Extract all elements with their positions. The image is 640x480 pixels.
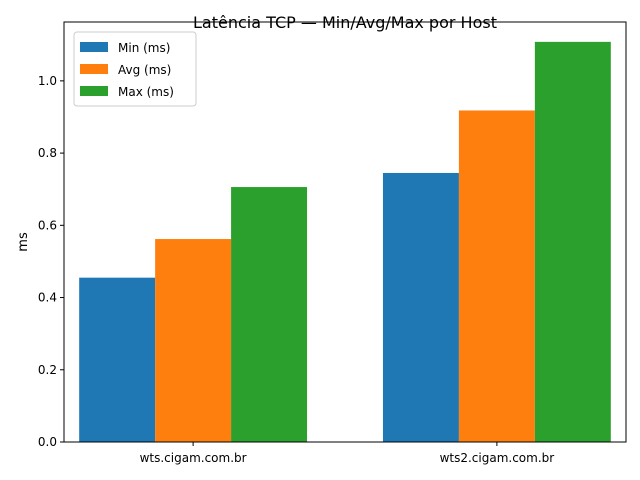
bar-1-1	[79, 277, 156, 442]
bar-3-2	[534, 41, 611, 443]
y-tick-label: 0.4	[38, 291, 57, 305]
x-tick-label: wts2.cigam.com.br	[440, 451, 555, 465]
legend: Min (ms) Avg (ms) Max (ms)	[73, 31, 197, 107]
legend-swatch	[80, 42, 108, 52]
y-tick-label: 0.8	[38, 146, 57, 160]
bars-group	[79, 41, 611, 443]
bar-2-1	[155, 239, 232, 442]
legend-label: Max (ms)	[118, 85, 174, 99]
y-tick-label: 0.2	[38, 363, 57, 377]
x-axis-ticks: wts.cigam.com.br wts2.cigam.com.br	[140, 442, 555, 465]
y-tick-label: 1.0	[38, 74, 57, 88]
legend-label: Min (ms)	[118, 41, 170, 55]
x-tick-label: wts.cigam.com.br	[140, 451, 247, 465]
legend-swatch	[80, 86, 108, 96]
y-axis-ticks: 0.0 0.2 0.4 0.6 0.8 1.0	[38, 74, 64, 449]
y-axis-label: ms	[16, 232, 31, 252]
plot-frame	[63, 21, 627, 443]
legend-label: Avg (ms)	[118, 63, 171, 77]
y-tick-label: 0.0	[38, 435, 57, 449]
y-tick-label: 0.6	[38, 218, 57, 232]
bar-1-2	[382, 172, 459, 442]
bar-2-2	[458, 110, 535, 442]
bar-3-1	[231, 187, 308, 442]
legend-swatch	[80, 64, 108, 74]
